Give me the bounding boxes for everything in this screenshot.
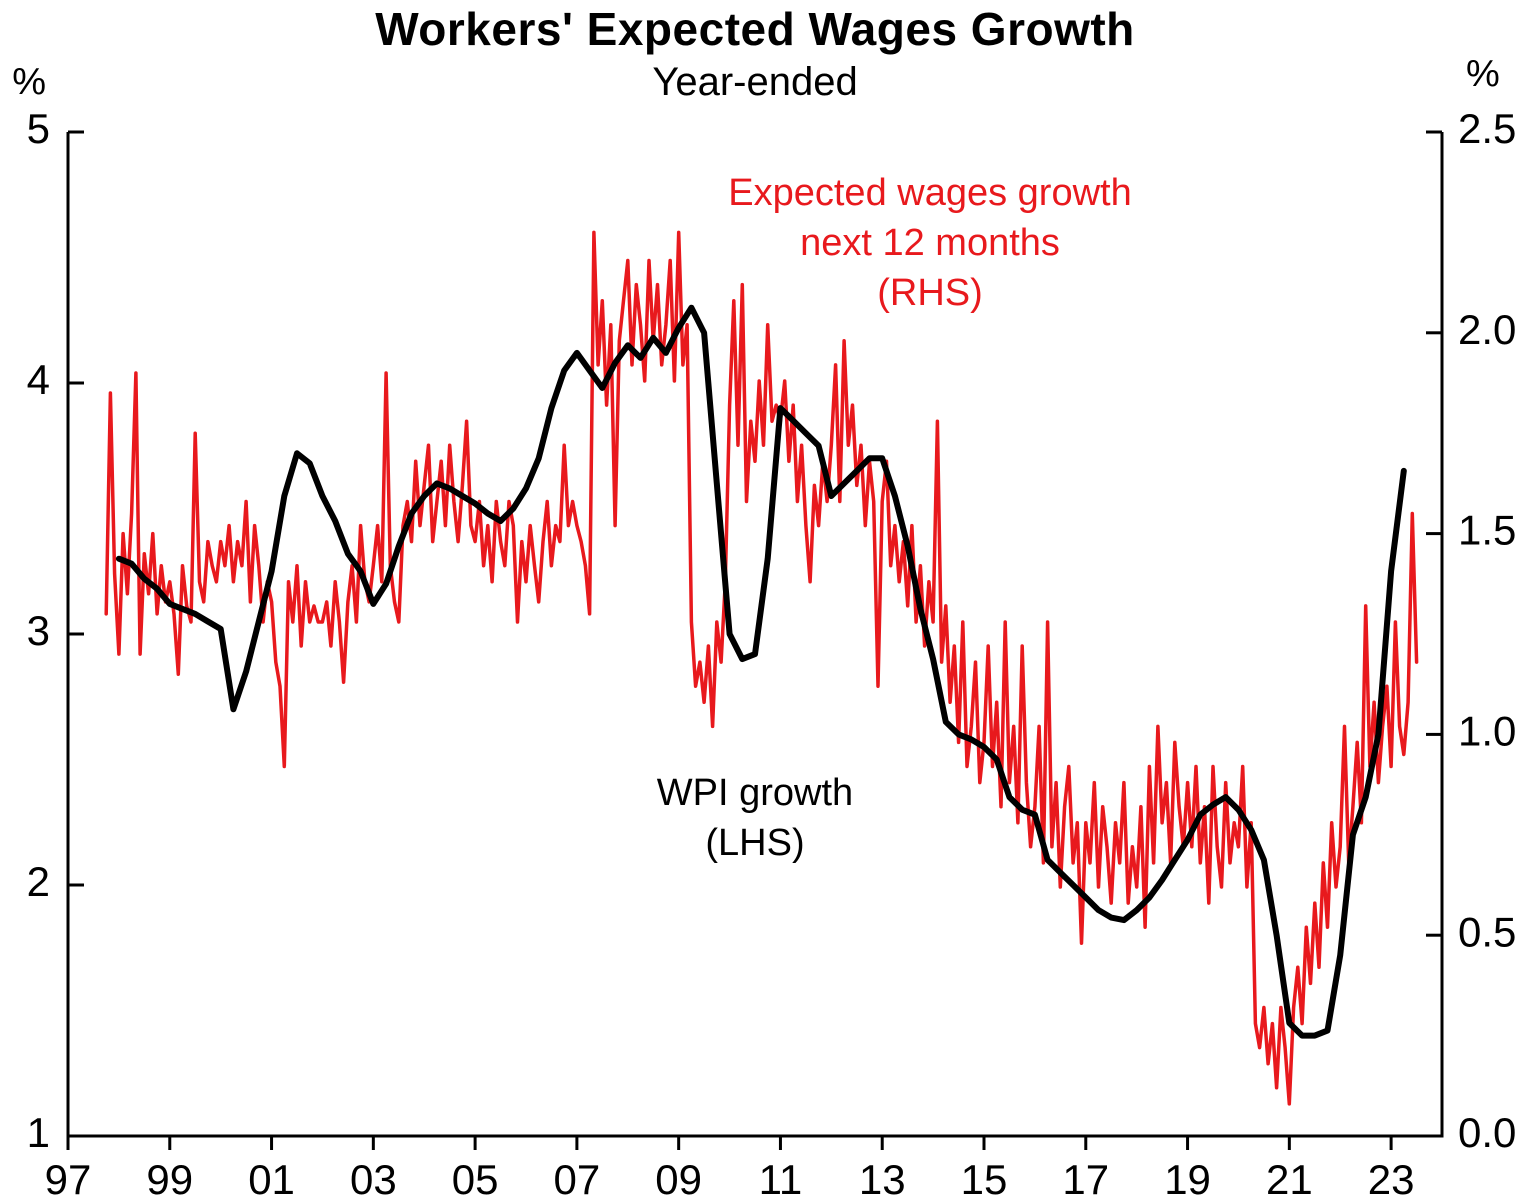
x-axis-tick-label: 99 [146, 1156, 193, 1202]
series-label-expected-wages-line2: next 12 months [800, 222, 1060, 265]
x-axis-tick-label: 19 [1164, 1156, 1211, 1202]
chart-title: Workers' Expected Wages Growth [375, 3, 1135, 55]
x-axis-tick-label: 13 [859, 1156, 906, 1202]
right-axis-unit: % [1466, 53, 1500, 95]
x-axis-tick-label: 11 [759, 1156, 803, 1202]
x-axis-tick-label: 23 [1368, 1156, 1415, 1202]
series-label-expected-wages-line3: (RHS) [877, 272, 983, 315]
right-axis-tick-label: 2.0 [1458, 306, 1516, 353]
left-axis-tick-label: 4 [27, 356, 50, 403]
expected-wages-line [104, 230, 1419, 1106]
x-axis-tick-label: 17 [1062, 1156, 1109, 1202]
series-label-wpi-growth-line1: WPI growth [656, 772, 854, 814]
series-label-expected-wages-line1: Expected wages growth [728, 172, 1132, 214]
wpi-growth-line [115, 304, 1407, 1039]
x-axis-tick-label: 09 [655, 1156, 702, 1202]
right-axis-tick-label: 0.5 [1458, 908, 1516, 955]
left-axis-unit: % [12, 61, 46, 103]
x-axis-tick-label: 03 [350, 1156, 397, 1202]
left-axis-tick-label: 3 [27, 607, 50, 654]
right-axis-tick-label: 2.5 [1458, 105, 1516, 152]
left-axis-tick-label: 2 [27, 858, 50, 905]
series-label-expected-wages: Expected wages growth next 12 months (RH… [640, 168, 1220, 318]
right-axis-tick-label: 1.5 [1458, 507, 1516, 554]
x-axis-tick-label: 15 [961, 1156, 1008, 1202]
x-axis-tick-label: 07 [554, 1156, 601, 1202]
series-label-wpi-growth: WPI growth (LHS) [555, 768, 955, 868]
left-axis-tick-label: 5 [27, 105, 50, 152]
left-axis-tick-label: 1 [27, 1109, 50, 1156]
series-label-wpi-growth-line2: (LHS) [705, 822, 805, 865]
right-axis-tick-label: 0.0 [1458, 1109, 1516, 1156]
chart-subtitle: Year-ended [652, 60, 858, 104]
x-axis-tick-label: 01 [248, 1156, 295, 1202]
right-axis-tick-label: 1.0 [1458, 707, 1516, 754]
x-axis-tick-label: 05 [452, 1156, 499, 1202]
x-axis-tick-label: 21 [1266, 1156, 1313, 1202]
x-axis-tick-label: 97 [45, 1156, 92, 1202]
